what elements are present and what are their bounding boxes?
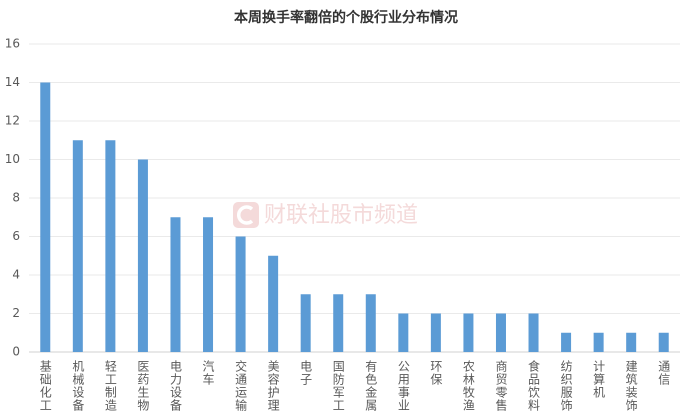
x-tick-label: 纺织服饰	[559, 360, 573, 412]
bar	[203, 217, 214, 352]
x-tick-label: 汽车	[201, 359, 215, 386]
y-tick-label: 2	[12, 306, 20, 320]
bar	[365, 294, 376, 352]
bar	[40, 82, 51, 352]
y-tick-label: 16	[5, 37, 20, 51]
x-tick-label: 电子	[299, 360, 313, 386]
bar	[268, 255, 279, 352]
y-tick-label: 12	[5, 114, 20, 128]
x-tick-label: 环保	[429, 360, 443, 386]
x-tick-label: 医药生物	[136, 360, 150, 412]
x-tick-label: 国防军工	[331, 360, 345, 412]
y-tick-label: 10	[5, 152, 20, 166]
y-tick-label: 4	[12, 268, 20, 282]
x-tick-label: 公用事业	[396, 360, 410, 412]
bar	[528, 313, 539, 352]
bar	[430, 313, 441, 352]
x-tick-label: 商贸零售	[494, 359, 508, 412]
x-tick-label: 轻工制造	[103, 360, 117, 412]
bar	[235, 236, 246, 352]
bar	[398, 313, 409, 352]
x-tick-label: 交通运输	[234, 359, 248, 412]
x-tick-label: 机械设备	[71, 360, 85, 412]
x-tick-label: 建筑装饰	[624, 360, 638, 412]
y-tick-label: 14	[5, 75, 20, 89]
y-tick-label: 6	[12, 229, 20, 243]
bar	[626, 332, 637, 352]
y-tick-label: 8	[12, 191, 20, 205]
chart-title: 本周换手率翻倍的个股行业分布情况	[234, 9, 458, 26]
x-tick-label: 有色金属	[364, 360, 378, 412]
bar	[333, 294, 344, 352]
x-tick-label: 电力设备	[168, 360, 182, 412]
y-tick-label: 0	[12, 345, 20, 359]
x-tick-label: 食品饮料	[527, 359, 541, 412]
bar	[658, 332, 669, 352]
bar	[72, 140, 83, 352]
bar	[495, 313, 506, 352]
x-tick-label: 通信	[657, 360, 671, 386]
bar	[561, 332, 572, 352]
x-tick-label: 计算机	[592, 360, 606, 399]
watermark-text: 财联社股市频道	[264, 203, 418, 228]
bar	[105, 140, 116, 352]
bar	[300, 294, 311, 352]
bar	[137, 159, 148, 352]
bar	[593, 332, 604, 352]
x-tick-label: 农林牧渔	[461, 360, 475, 412]
x-tick-label: 基础化工	[38, 360, 52, 412]
bar	[463, 313, 474, 352]
watermark-logo-mark	[236, 205, 254, 225]
x-tick-label: 美容护理	[266, 360, 280, 412]
watermark: 财联社股市频道	[233, 202, 418, 228]
bar	[170, 217, 181, 352]
